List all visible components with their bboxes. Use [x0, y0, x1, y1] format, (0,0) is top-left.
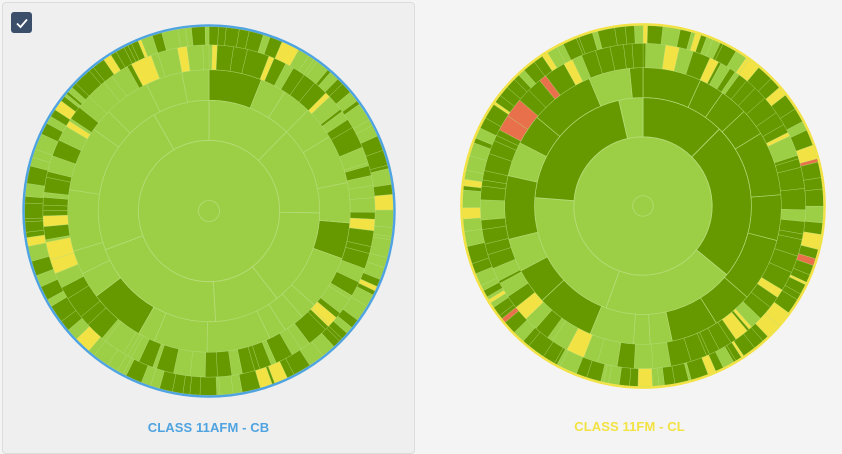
sunburst-segment: [462, 207, 481, 220]
selection-ring: [22, 24, 396, 398]
sunburst-segment: [480, 199, 506, 221]
sunburst-segment: [642, 25, 648, 44]
sunburst-segment: [462, 189, 482, 208]
sunburst-segment: [747, 194, 782, 241]
sunburst-segment: [374, 209, 394, 228]
sunburst-segment: [645, 43, 666, 70]
sunburst-segment: [202, 44, 210, 70]
class-label: CLASS 11FM - CL: [574, 419, 685, 434]
sunburst-segment: [804, 188, 824, 207]
sunburst-segment: [204, 351, 218, 378]
sunburst-segment: [208, 26, 219, 46]
sunburst-segment: [624, 25, 636, 45]
sunburst-center: [198, 200, 220, 222]
selection-ring: [460, 23, 826, 389]
sunburst-segment: [374, 194, 394, 211]
sunburst-chart[interactable]: [15, 17, 403, 405]
sunburst-center: [632, 195, 654, 217]
sunburst-segment: [317, 182, 351, 224]
sunburst-segment: [462, 217, 483, 232]
sunburst-segment: [42, 210, 68, 217]
sunburst-segment: [637, 368, 653, 387]
sunburst-core: [573, 136, 713, 276]
sunburst-segment: [24, 202, 44, 219]
checkmark-icon: [15, 18, 28, 28]
class-label: CLASS 11AFM - CB: [147, 420, 270, 435]
sunburst-segment: [780, 188, 806, 211]
class-card-11fm-cl[interactable]: CLASS 11FM - CL: [417, 2, 842, 452]
sunburst-core: [137, 139, 281, 283]
sunburst-segment: [24, 220, 45, 233]
sunburst-segment: [634, 25, 644, 44]
sunburst-segment: [218, 375, 234, 396]
sunburst-segment: [204, 26, 210, 46]
sunburst-segment: [349, 197, 376, 213]
sunburst-segment: [629, 368, 639, 387]
select-checkbox[interactable]: [11, 12, 32, 33]
sunburst-segment: [631, 43, 644, 69]
sunburst-segment: [67, 189, 104, 252]
sunburst-chart[interactable]: [453, 16, 833, 396]
sunburst-segment: [504, 175, 539, 240]
sunburst-segment: [191, 26, 206, 46]
sunburst-segment: [647, 25, 664, 45]
sunburst-segment: [199, 376, 217, 396]
sunburst-segment: [633, 343, 654, 369]
sunburst-segment: [804, 206, 824, 224]
class-card-11afm-cb[interactable]: CLASS 11AFM - CB: [2, 2, 415, 454]
sunburst-segment: [633, 313, 651, 345]
